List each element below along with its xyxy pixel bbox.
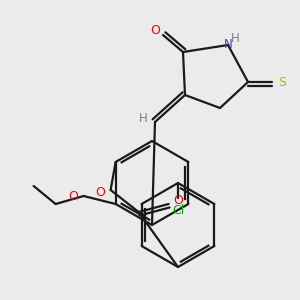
Text: N: N: [224, 38, 232, 52]
Text: H: H: [231, 32, 239, 44]
Text: S: S: [278, 76, 286, 88]
Text: O: O: [96, 185, 106, 199]
Text: Cl: Cl: [172, 203, 184, 217]
Text: O: O: [174, 194, 184, 208]
Text: O: O: [150, 23, 160, 37]
Text: H: H: [139, 112, 147, 125]
Text: O: O: [68, 190, 78, 202]
